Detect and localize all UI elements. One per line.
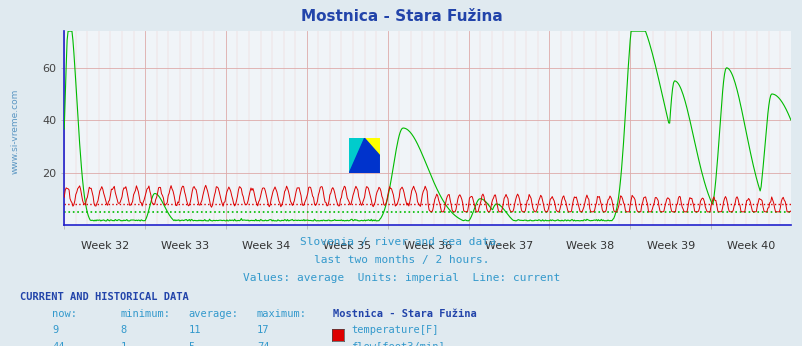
Text: temperature[F]: temperature[F] — [350, 325, 438, 335]
Text: Week 36: Week 36 — [403, 240, 452, 251]
Text: Week 34: Week 34 — [242, 240, 290, 251]
Text: 5: 5 — [188, 342, 195, 346]
Text: Week 38: Week 38 — [565, 240, 614, 251]
Text: Week 37: Week 37 — [484, 240, 533, 251]
Text: minimum:: minimum: — [120, 309, 170, 319]
Text: average:: average: — [188, 309, 238, 319]
Text: www.si-vreme.com: www.si-vreme.com — [10, 89, 19, 174]
Polygon shape — [349, 138, 379, 173]
Text: 17: 17 — [257, 325, 269, 335]
Text: Week 35: Week 35 — [322, 240, 371, 251]
Text: 44: 44 — [52, 342, 65, 346]
Text: Week 32: Week 32 — [80, 240, 128, 251]
Text: CURRENT AND HISTORICAL DATA: CURRENT AND HISTORICAL DATA — [20, 292, 188, 302]
Text: last two months / 2 hours.: last two months / 2 hours. — [314, 255, 488, 265]
Text: flow[foot3/min]: flow[foot3/min] — [350, 342, 444, 346]
Text: Week 39: Week 39 — [646, 240, 694, 251]
Text: Week 40: Week 40 — [727, 240, 775, 251]
Text: maximum:: maximum: — [257, 309, 306, 319]
Text: 9: 9 — [52, 325, 59, 335]
Text: Values: average  Units: imperial  Line: current: Values: average Units: imperial Line: cu… — [242, 273, 560, 283]
Polygon shape — [349, 138, 364, 173]
Text: Mostnica - Stara Fužina: Mostnica - Stara Fužina — [333, 309, 476, 319]
Text: 1: 1 — [120, 342, 127, 346]
Polygon shape — [364, 138, 379, 156]
Text: now:: now: — [52, 309, 77, 319]
Text: Mostnica - Stara Fužina: Mostnica - Stara Fužina — [300, 9, 502, 24]
Text: 74: 74 — [257, 342, 269, 346]
Text: Slovenia / river and sea data.: Slovenia / river and sea data. — [300, 237, 502, 247]
Text: 11: 11 — [188, 325, 201, 335]
Text: Week 33: Week 33 — [161, 240, 209, 251]
Text: 8: 8 — [120, 325, 127, 335]
